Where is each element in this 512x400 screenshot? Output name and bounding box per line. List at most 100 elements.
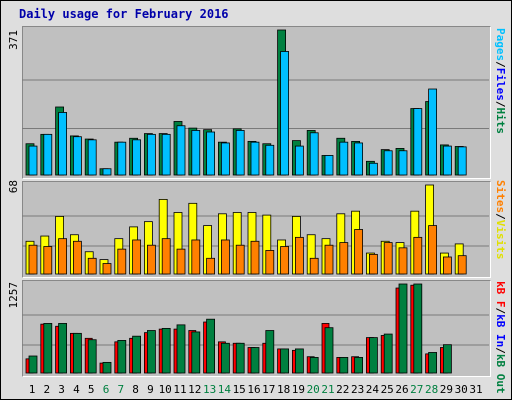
bar-sites xyxy=(368,253,378,275)
kbytes-legend: kB F/kB In/kB Out xyxy=(494,281,507,394)
bar-sites xyxy=(339,242,349,275)
day-label: 20 xyxy=(306,383,320,396)
bar-kb-out xyxy=(265,330,275,374)
bar-sites xyxy=(43,246,53,275)
bar-files xyxy=(87,139,97,176)
day-label: 2 xyxy=(43,383,51,396)
bar-sites xyxy=(413,236,423,275)
day-label: 28 xyxy=(424,383,439,396)
bar-kb-out xyxy=(280,348,290,374)
bar-kb-out xyxy=(324,327,334,374)
day-label: 14 xyxy=(217,383,232,396)
bar-files xyxy=(250,141,260,176)
bar-files xyxy=(146,133,156,176)
bar-files xyxy=(398,150,408,176)
bar-files xyxy=(339,141,349,176)
bar-files xyxy=(161,133,171,176)
day-label: 1 xyxy=(28,383,36,396)
bar-files xyxy=(206,131,216,176)
bar-files xyxy=(191,130,201,176)
bar-files xyxy=(428,88,438,176)
day-label: 5 xyxy=(87,383,95,396)
bar-sites xyxy=(161,238,171,275)
bar-kb-out xyxy=(294,348,304,374)
day-label: 26 xyxy=(395,383,409,396)
legend-kbout: kB Out xyxy=(494,353,507,394)
legend-files: Files xyxy=(494,67,507,101)
day-label: 17 xyxy=(262,383,276,396)
day-label: 8 xyxy=(132,383,139,396)
bar-sites xyxy=(58,238,67,275)
bar-files xyxy=(265,144,275,176)
bar-kb-out xyxy=(206,318,216,374)
day-label: 4 xyxy=(73,383,80,396)
bar-sites xyxy=(309,257,319,275)
bar-files xyxy=(309,132,319,176)
bar-kb-out xyxy=(132,335,142,374)
bar-files xyxy=(220,142,230,176)
bar-kb-out xyxy=(428,352,438,374)
bar-sites xyxy=(73,240,82,275)
bar-files xyxy=(442,145,452,176)
bar-files xyxy=(43,133,53,176)
bar-kb-out xyxy=(58,323,67,374)
bar-kb-out xyxy=(146,330,156,374)
bar-files xyxy=(354,142,364,176)
day-label: 3 xyxy=(58,383,65,396)
bar-sites xyxy=(102,263,112,275)
bar-kb-out xyxy=(102,361,112,374)
bar-sites xyxy=(206,257,216,275)
bar-sites xyxy=(28,244,38,275)
bar-kb-out xyxy=(250,347,260,374)
bar-kb-out xyxy=(176,324,186,374)
bar-sites xyxy=(294,236,304,275)
bar-files xyxy=(324,155,334,176)
chart-title: Daily usage for February 2016 xyxy=(19,7,229,21)
hits-legend: Pages/Files/Hits xyxy=(494,28,507,134)
bar-kb-out xyxy=(43,323,53,374)
bar-kb-out xyxy=(309,357,319,374)
bar-kb-out xyxy=(191,331,201,374)
day-label: 19 xyxy=(291,383,306,396)
bar-files xyxy=(73,136,82,176)
bar-sites xyxy=(132,239,142,275)
day-label: 12 xyxy=(188,383,202,396)
day-label: 30 xyxy=(454,383,468,396)
day-label: 18 xyxy=(276,383,291,396)
bar-sites xyxy=(354,229,364,275)
legend-visits: Visits xyxy=(494,219,507,260)
day-label: 11 xyxy=(173,383,187,396)
bar-sites xyxy=(220,239,230,275)
bar-sites xyxy=(235,244,245,275)
bar-files xyxy=(102,168,112,176)
bar-files xyxy=(413,108,423,176)
bar-kb-out xyxy=(87,339,97,374)
bar-sites xyxy=(383,242,393,275)
day-label: 10 xyxy=(158,383,172,396)
bar-sites xyxy=(146,244,156,275)
bar-sites xyxy=(398,247,408,275)
visits-legend: Sites/Visits xyxy=(494,180,507,260)
bar-sites xyxy=(428,225,438,275)
bar-kb-out xyxy=(413,283,423,374)
bar-sites xyxy=(191,239,201,275)
bar-sites xyxy=(324,244,334,275)
legend-pages: Pages xyxy=(494,28,507,62)
bar-files xyxy=(383,150,393,176)
day-label: 29 xyxy=(439,383,454,396)
day-label: 25 xyxy=(380,383,394,396)
bar-kb-out xyxy=(117,340,127,374)
bar-kb-out xyxy=(398,283,408,374)
bar-files xyxy=(457,146,467,176)
day-label: 9 xyxy=(147,383,154,396)
day-label: 7 xyxy=(117,383,125,396)
bar-kb-out xyxy=(220,342,230,374)
day-label: 6 xyxy=(102,383,110,396)
bar-sites xyxy=(457,255,467,275)
day-label: 16 xyxy=(247,383,261,396)
bar-kb-out xyxy=(161,327,171,374)
bar-files xyxy=(368,162,378,176)
bar-sites xyxy=(176,248,186,275)
bar-kb-out xyxy=(235,342,245,374)
